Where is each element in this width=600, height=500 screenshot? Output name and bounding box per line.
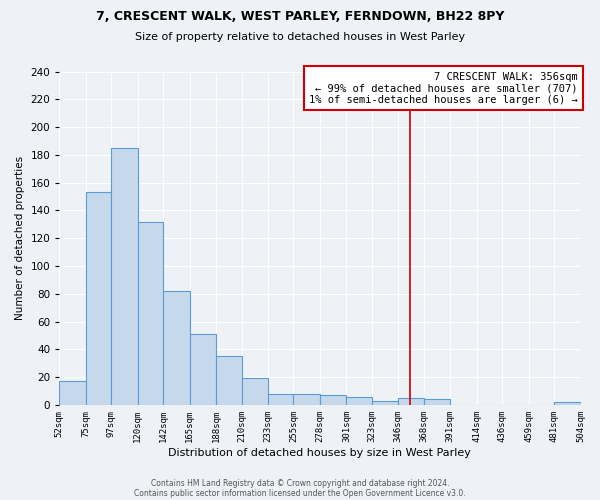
Bar bbox=[111, 148, 138, 405]
Bar bbox=[216, 356, 242, 405]
Bar bbox=[163, 291, 190, 405]
Text: Contains public sector information licensed under the Open Government Licence v3: Contains public sector information licen… bbox=[134, 488, 466, 498]
Bar bbox=[293, 394, 320, 405]
Text: Contains HM Land Registry data © Crown copyright and database right 2024.: Contains HM Land Registry data © Crown c… bbox=[151, 478, 449, 488]
Bar bbox=[242, 378, 268, 405]
Y-axis label: Number of detached properties: Number of detached properties bbox=[15, 156, 25, 320]
Bar bbox=[138, 222, 163, 405]
Bar bbox=[190, 334, 216, 405]
Bar bbox=[86, 192, 111, 405]
Bar bbox=[554, 402, 581, 405]
X-axis label: Distribution of detached houses by size in West Parley: Distribution of detached houses by size … bbox=[169, 448, 472, 458]
Bar bbox=[320, 395, 346, 405]
Text: 7 CRESCENT WALK: 356sqm
← 99% of detached houses are smaller (707)
1% of semi-de: 7 CRESCENT WALK: 356sqm ← 99% of detache… bbox=[309, 72, 578, 104]
Bar bbox=[398, 398, 424, 405]
Text: 7, CRESCENT WALK, WEST PARLEY, FERNDOWN, BH22 8PY: 7, CRESCENT WALK, WEST PARLEY, FERNDOWN,… bbox=[96, 10, 504, 23]
Bar bbox=[268, 394, 293, 405]
Bar bbox=[59, 381, 86, 405]
Bar bbox=[424, 400, 450, 405]
Bar bbox=[372, 400, 398, 405]
Bar bbox=[346, 396, 372, 405]
Text: Size of property relative to detached houses in West Parley: Size of property relative to detached ho… bbox=[135, 32, 465, 42]
